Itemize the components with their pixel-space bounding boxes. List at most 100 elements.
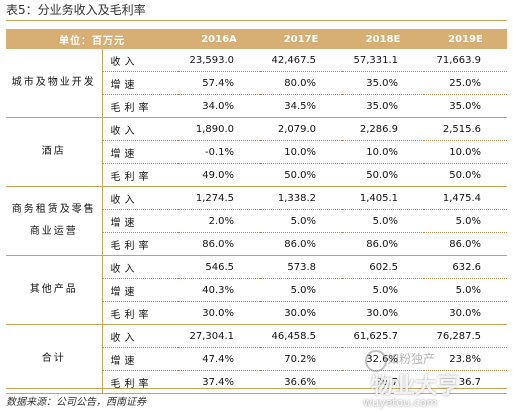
value-cell: 36.6% [260, 370, 342, 394]
metric-label: 收入 [102, 117, 178, 141]
value-cell: 23.8% [424, 347, 507, 371]
value-cell: 40.3% [178, 278, 260, 302]
metric-label: 增速 [102, 209, 178, 233]
value-cell: 86.0% [342, 232, 424, 256]
value-cell: -0.1% [178, 140, 260, 164]
value-cell: 86.0% [424, 232, 507, 256]
value-cell: 80.0% [260, 71, 342, 95]
value-cell: 632.6 [424, 255, 507, 279]
source-note: 数据来源：公司公告，西南证券 [6, 397, 146, 408]
metric-label: 毛利率 [102, 232, 178, 256]
value-cell: 2,286.9 [342, 117, 424, 141]
value-cell: 5.0% [342, 278, 424, 302]
table-row: 商务租赁及零售商业运营 收入 1,274.5 1,338.2 1,405.1 1,475.… [6, 186, 507, 256]
unit-header: 单位：百万元 [6, 29, 178, 49]
top-rule [6, 20, 507, 21]
value-cell: 573.8 [260, 255, 342, 279]
value-cell: 27,304.1 [178, 324, 260, 348]
group-label: 酒店 [6, 117, 103, 187]
value-cell: 36.7 [424, 370, 507, 394]
metric-label: 增速 [102, 71, 178, 95]
value-cell: 1,405.1 [342, 186, 424, 210]
value-cell: 50.0% [260, 163, 342, 187]
value-cell: 5.0% [342, 209, 424, 233]
table-row: 增速 -0.1% 10.0% 10.0% 10.0% [6, 140, 507, 164]
table-row: 毛利率 34.0% 34.5% 35.0% 35.0% [6, 94, 507, 118]
value-cell: 86.0% [178, 232, 260, 256]
year-header: 2017E [260, 29, 342, 49]
value-cell: 30.0% [342, 301, 424, 325]
revenue-table: 单位：百万元 2016A 2017E 2018E 2019E 城市及物业开发 收入… [6, 29, 507, 394]
metric-label: 增速 [102, 140, 178, 164]
value-cell: 70.2% [260, 347, 342, 371]
value-cell: 30.0% [178, 301, 260, 325]
value-cell: 10.0% [342, 140, 424, 164]
table-row: 其他产品 收入 546.5 573.8 602.5 632.6 [6, 255, 507, 325]
value-cell: 5.0% [260, 278, 342, 302]
value-cell: 35.0% [342, 94, 424, 118]
metric-label: 毛利率 [102, 163, 178, 187]
header-row: 单位：百万元 2016A 2017E 2018E 2019E [6, 29, 507, 49]
metric-label: 收入 [102, 255, 178, 279]
value-cell: 1,338.2 [260, 186, 342, 210]
metric-label: 收入 [102, 324, 178, 348]
value-cell: 1,274.5 [178, 186, 260, 210]
table-row: 增速 57.4% 80.0% 35.0% 25.0% [6, 71, 507, 95]
value-cell: 61,625.7 [342, 324, 424, 348]
value-cell: 42,467.5 [260, 49, 342, 72]
group-label: 商务租赁及零售商业运营 [6, 186, 103, 256]
year-header: 2016A [178, 29, 260, 49]
value-cell: 46,458.5 [260, 324, 342, 348]
metric-label: 毛利率 [102, 370, 178, 394]
value-cell: 5.0% [260, 209, 342, 233]
value-cell: 47.4% [178, 347, 260, 371]
value-cell: 30.0% [424, 301, 507, 325]
metric-label: 毛利率 [102, 301, 178, 325]
value-cell: 1,890.0 [178, 117, 260, 141]
metric-label: 收入 [102, 186, 178, 210]
value-cell: 2,515.6 [424, 117, 507, 141]
year-header: 2018E [342, 29, 424, 49]
value-cell: 1,475.4 [424, 186, 507, 210]
metric-label: 增速 [102, 347, 178, 371]
table-row: 增速 2.0% 5.0% 5.0% 5.0% [6, 209, 507, 233]
value-cell: 37.4% [178, 370, 260, 394]
metric-label: 收入 [102, 49, 178, 72]
table-row: 毛利率 30.0% 30.0% 30.0% 30.0% [6, 301, 507, 325]
value-cell: 50.0% [424, 163, 507, 187]
value-cell: 86.0% [260, 232, 342, 256]
value-cell: 2,079.0 [260, 117, 342, 141]
value-cell: 30.0% [260, 301, 342, 325]
value-cell: 25.0% [424, 71, 507, 95]
metric-label: 毛利率 [102, 94, 178, 118]
value-cell: 34.5% [260, 94, 342, 118]
year-header: 2019E [424, 29, 507, 49]
table-row: 增速 40.3% 5.0% 5.0% 5.0% [6, 278, 507, 302]
group-label: 城市及物业开发 [6, 49, 103, 118]
value-cell: 36.7 [342, 370, 424, 394]
metric-label: 增速 [102, 278, 178, 302]
value-cell: 57,331.1 [342, 49, 424, 72]
value-cell: 57.4% [178, 71, 260, 95]
table-row: 毛利率 49.0% 50.0% 50.0% 50.0% [6, 163, 507, 187]
group-label: 合计 [6, 324, 103, 394]
value-cell: 602.5 [342, 255, 424, 279]
value-cell: 76,287.5 [424, 324, 507, 348]
table-row: 毛利率 86.0% 86.0% 86.0% 86.0% [6, 232, 507, 256]
value-cell: 49.0% [178, 163, 260, 187]
value-cell: 2.0% [178, 209, 260, 233]
value-cell: 10.0% [424, 140, 507, 164]
value-cell: 50.0% [342, 163, 424, 187]
value-cell: 23,593.0 [178, 49, 260, 72]
table-row: 合计 收入 27,304.1 46,458.5 61,625.7 76,287.5 [6, 324, 507, 394]
group-label: 其他产品 [6, 255, 103, 325]
table-row: 酒店 收入 1,890.0 2,079.0 2,286.9 2,515.6 [6, 117, 507, 187]
value-cell: 71,663.9 [424, 49, 507, 72]
table-body: 城市及物业开发 收入 23,593.0 42,467.5 57,331.1 71,663.… [6, 49, 507, 394]
value-cell: 35.0% [342, 71, 424, 95]
table-row: 城市及物业开发 收入 23,593.0 42,467.5 57,331.1 71,663.… [6, 49, 507, 118]
value-cell: 10.0% [260, 140, 342, 164]
value-cell: 5.0% [424, 278, 507, 302]
table-row: 增速 47.4% 70.2% 32.6% 23.8% [6, 347, 507, 371]
value-cell: 35.0% [424, 94, 507, 118]
